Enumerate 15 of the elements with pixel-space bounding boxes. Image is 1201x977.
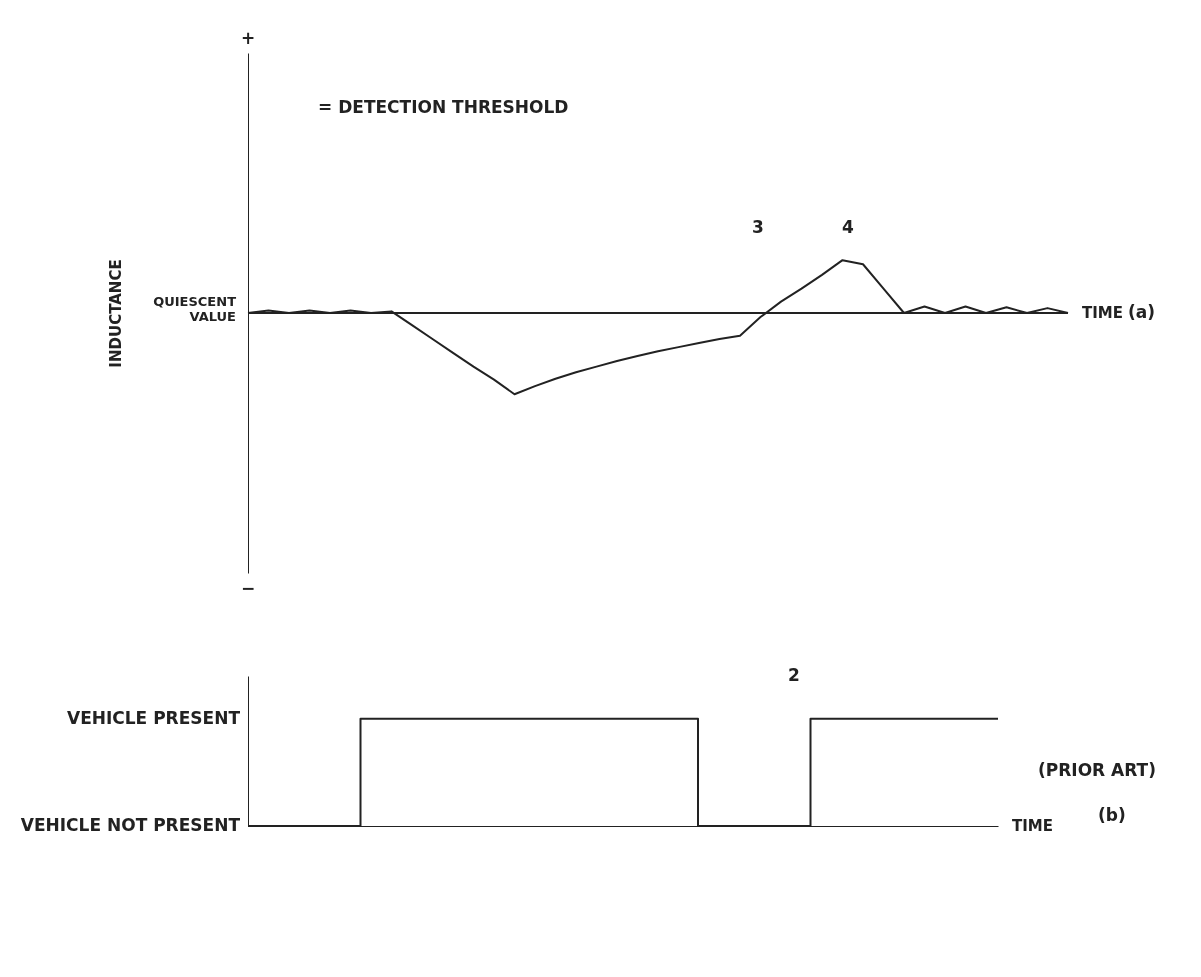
text: = DETECTION THRESHOLD [318,97,569,117]
text: − [240,578,256,598]
text: + [240,28,256,48]
text: VEHICLE NOT PRESENT [20,815,241,835]
x-axis-title: TIME [1082,304,1123,322]
text: (a) [1128,302,1156,322]
ref-line-label: QUIESCENT VALUE [153,294,237,324]
y-axis-title: INDUCTANCE [106,259,125,368]
text: (b) [1098,805,1126,825]
x-axis-title: TIME [1012,817,1053,835]
text: 4 [842,217,855,237]
text: VEHICLE PRESENT [66,708,241,728]
text: 3 [752,217,764,237]
text: 2 [788,665,800,685]
text: (PRIOR ART) [1038,760,1156,780]
